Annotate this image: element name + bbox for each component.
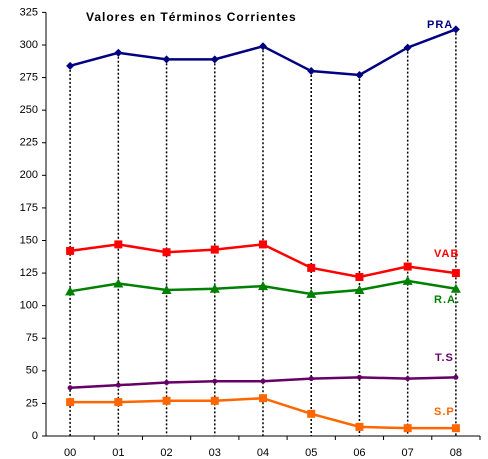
marker	[355, 422, 364, 431]
series-label: S.P	[434, 406, 455, 418]
x-tick-label: 02	[160, 447, 172, 459]
marker	[451, 25, 460, 34]
y-tick-label: 175	[20, 202, 38, 214]
y-tick-label: 150	[20, 234, 38, 246]
series-label: T.S	[435, 352, 454, 364]
marker	[356, 374, 362, 380]
marker	[451, 269, 460, 278]
y-tick-label: 250	[20, 104, 38, 116]
y-tick-label: 275	[20, 71, 38, 83]
y-tick-label: 50	[26, 365, 38, 377]
marker	[210, 245, 219, 254]
y-tick-label: 75	[26, 332, 38, 344]
marker	[355, 272, 364, 281]
marker	[403, 43, 412, 52]
marker	[210, 396, 219, 405]
series-label: VAB	[434, 248, 459, 260]
y-tick-label: 325	[20, 6, 38, 18]
marker	[67, 385, 73, 391]
marker	[258, 281, 268, 291]
marker	[306, 288, 317, 298]
marker	[307, 263, 316, 272]
marker	[114, 398, 123, 407]
marker	[66, 246, 75, 255]
y-tick-label: 225	[20, 137, 38, 149]
marker	[212, 378, 218, 384]
marker	[260, 378, 266, 384]
marker	[453, 374, 459, 380]
marker	[113, 278, 124, 288]
y-tick-label: 300	[20, 39, 38, 51]
marker	[162, 248, 171, 257]
marker	[308, 376, 314, 382]
marker	[307, 409, 316, 418]
marker	[451, 424, 460, 433]
marker	[66, 61, 75, 70]
chart-title: Valores en Términos Corrientes	[86, 10, 297, 24]
x-tick-label: 01	[112, 447, 124, 459]
marker	[405, 376, 411, 382]
marker	[164, 380, 170, 386]
x-tick-label: 04	[257, 447, 269, 459]
marker	[259, 240, 267, 249]
marker	[355, 70, 364, 79]
marker	[65, 286, 76, 296]
series-label: PRA	[427, 19, 453, 31]
x-tick-label: 03	[209, 447, 221, 459]
marker	[210, 55, 219, 64]
marker	[162, 55, 171, 64]
x-tick-label: 06	[353, 447, 365, 459]
series-label: R.A.	[434, 294, 460, 306]
y-tick-label: 200	[20, 169, 38, 181]
y-tick-label: 125	[20, 267, 38, 279]
marker	[402, 275, 413, 285]
marker	[307, 67, 316, 76]
marker	[161, 285, 172, 295]
marker	[259, 42, 267, 51]
y-tick-label: 100	[20, 300, 38, 312]
marker	[162, 396, 171, 405]
y-tick-label: 25	[26, 397, 38, 409]
marker	[114, 240, 123, 249]
x-tick-label: 05	[305, 447, 317, 459]
marker	[114, 48, 123, 57]
x-tick-label: 07	[402, 447, 414, 459]
marker	[259, 394, 267, 403]
y-tick-label: 0	[32, 430, 38, 442]
marker	[403, 424, 412, 433]
marker	[115, 382, 121, 388]
marker	[66, 398, 75, 407]
marker	[209, 283, 220, 293]
x-tick-label: 00	[64, 447, 76, 459]
marker	[403, 262, 412, 271]
marker	[450, 283, 461, 293]
x-tick-label: 08	[450, 447, 462, 459]
marker	[354, 285, 365, 295]
